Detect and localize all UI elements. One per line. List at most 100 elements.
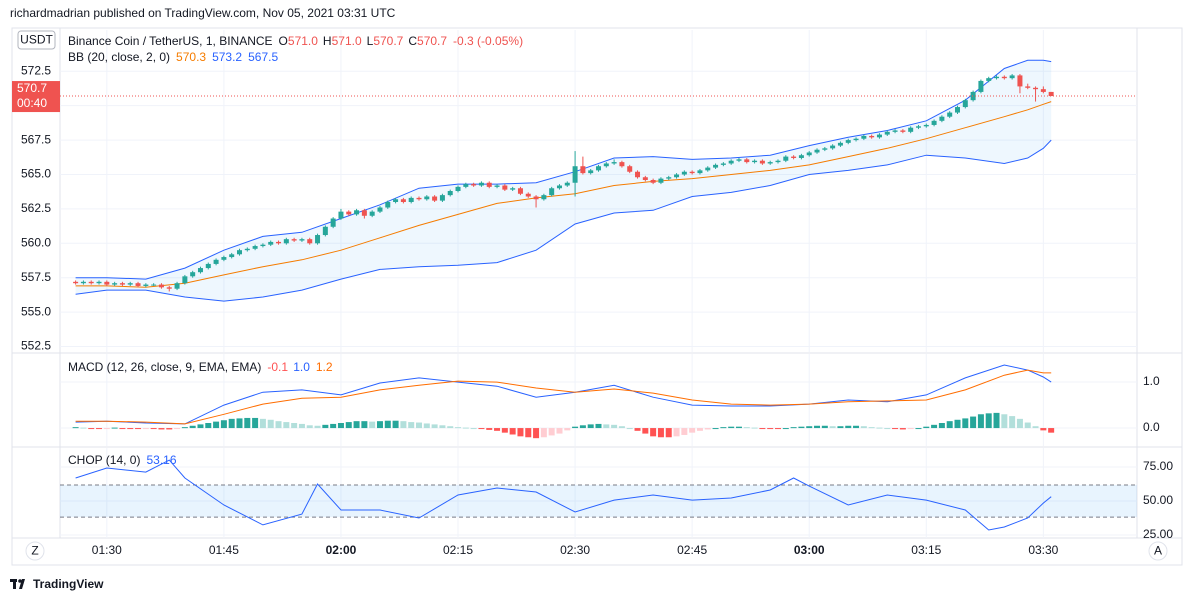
x-tick-label: 03:00 xyxy=(794,543,825,557)
candle-body xyxy=(588,170,594,174)
candle-body xyxy=(1040,89,1046,92)
candle-body xyxy=(900,130,906,132)
histogram-bar xyxy=(767,428,774,430)
legend: Binance Coin / TetherUS, 1, BINANCE O571.… xyxy=(68,34,523,48)
logo-part xyxy=(18,579,22,583)
y-tick-label: 567.5 xyxy=(21,132,51,146)
candle-body xyxy=(923,124,929,127)
histogram-bar xyxy=(837,426,844,429)
histogram-bar xyxy=(993,412,1000,429)
candle-body xyxy=(283,239,289,244)
y-tick-label: 0.0 xyxy=(1143,420,1160,434)
candle-body xyxy=(822,148,828,150)
histogram-bar xyxy=(1032,426,1039,429)
histogram-bar xyxy=(197,424,204,429)
price-tag-countdown: 00:40 xyxy=(17,96,47,110)
zoom-button[interactable]: Z xyxy=(31,544,38,558)
currency-box[interactable] xyxy=(17,30,56,50)
legend-item: CHOP (14, 0) xyxy=(68,453,140,467)
candle-body xyxy=(174,283,180,289)
candle-body xyxy=(744,159,750,163)
histogram-bar xyxy=(720,427,727,429)
candle-body xyxy=(197,268,203,273)
candle-body xyxy=(205,263,211,269)
histogram-bar xyxy=(876,427,883,429)
candle-body xyxy=(471,184,477,186)
histogram-bar xyxy=(291,423,298,429)
histogram-bar xyxy=(1048,428,1055,433)
candle-body xyxy=(447,191,453,196)
histogram-bar xyxy=(611,424,618,429)
x-tick-label: 02:30 xyxy=(560,543,590,557)
candle-body xyxy=(338,211,344,219)
histogram-bar xyxy=(220,420,227,429)
histogram-bar xyxy=(603,424,610,429)
candle-body xyxy=(955,107,960,113)
published-note: richardmadrian published on TradingView.… xyxy=(10,6,396,20)
histogram-bar xyxy=(587,424,594,429)
candle-body xyxy=(705,167,711,171)
candle-body xyxy=(182,276,188,284)
candle-body xyxy=(299,239,305,241)
histogram-bar xyxy=(884,428,891,430)
histogram-bar xyxy=(743,427,750,429)
candle-body xyxy=(135,283,141,286)
histogram-bar xyxy=(782,428,789,430)
y-tick-label: 1.0 xyxy=(1143,374,1160,388)
y-tick-label: 555.0 xyxy=(21,304,51,318)
histogram-bar xyxy=(423,423,430,429)
histogram-bar xyxy=(540,428,547,438)
legend-item: MACD (12, 26, close, 9, EMA, EMA) xyxy=(68,360,261,374)
x-tick-label: 01:45 xyxy=(209,543,239,557)
histogram-bar xyxy=(127,428,134,430)
histogram-bar xyxy=(923,426,930,429)
zoom-button-bg[interactable] xyxy=(25,541,45,561)
legend: MACD (12, 26, close, 9, EMA, EMA) -0.1 1.0… xyxy=(68,360,333,374)
histogram-bar xyxy=(946,421,953,429)
histogram-bar xyxy=(431,424,438,429)
histogram-bar xyxy=(259,418,266,429)
candle-body xyxy=(244,248,250,251)
candle-body xyxy=(681,171,687,175)
candle-body xyxy=(229,254,235,258)
candle-body xyxy=(635,171,641,178)
candle-body xyxy=(525,193,531,197)
candle-body xyxy=(510,188,516,190)
candle-body xyxy=(939,116,945,121)
indicator-line xyxy=(75,459,1052,531)
legend-item: 1.0 xyxy=(293,360,310,374)
histogram-bar xyxy=(205,423,212,429)
x-tick-label: 03:30 xyxy=(1028,543,1058,557)
histogram-bar xyxy=(977,414,984,429)
candle-body xyxy=(276,241,282,244)
histogram-bar xyxy=(556,428,563,434)
candle-body xyxy=(642,177,648,180)
candle-body xyxy=(307,239,313,244)
histogram-bar xyxy=(673,428,680,437)
currency-label[interactable]: USDT xyxy=(20,33,53,47)
brand-name[interactable]: TradingView xyxy=(33,577,104,591)
auto-button[interactable]: A xyxy=(1154,544,1162,558)
histogram-bar xyxy=(275,421,282,429)
candle-body xyxy=(260,244,266,247)
auto-button-bg[interactable] xyxy=(1148,541,1168,561)
candle-body xyxy=(361,210,367,216)
histogram-bar xyxy=(814,425,821,429)
candle-body xyxy=(432,196,438,201)
candle-body xyxy=(970,91,976,101)
mark-layer xyxy=(60,59,1137,531)
histogram-bar xyxy=(751,427,758,429)
candle-body xyxy=(603,163,609,167)
histogram-bar xyxy=(103,428,110,430)
legend-item: O xyxy=(279,34,288,48)
histogram-bar xyxy=(439,425,446,429)
histogram-bar xyxy=(775,428,781,430)
histogram-bar xyxy=(1024,422,1031,429)
histogram-bar xyxy=(657,428,664,438)
histogram-bar xyxy=(1009,416,1016,429)
candle-body xyxy=(752,160,758,163)
histogram-bar xyxy=(142,428,149,430)
histogram-bar xyxy=(501,428,508,433)
candle-body xyxy=(962,100,968,108)
x-tick-label: 01:30 xyxy=(92,543,122,557)
